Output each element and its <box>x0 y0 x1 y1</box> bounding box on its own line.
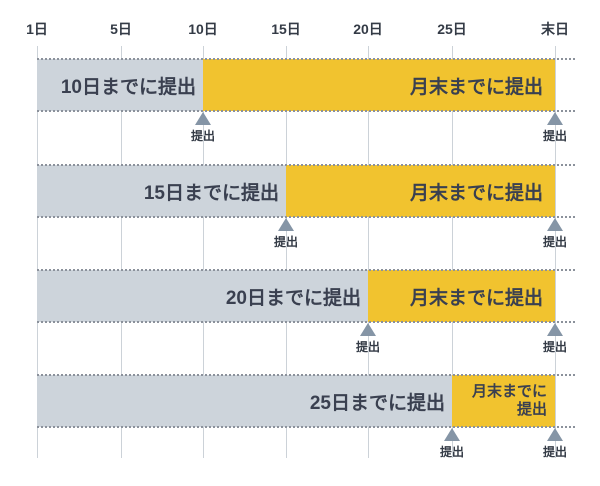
submit-marker-label: 提出 <box>542 129 567 143</box>
bar-top-dotted-line <box>37 269 575 271</box>
gridline-末日 <box>555 46 556 458</box>
submit-marker-label: 提出 <box>273 235 298 249</box>
submit-marker-label: 提出 <box>439 445 464 459</box>
submit-marker-label: 提出 <box>542 445 567 459</box>
bar-label-line: 月末までに提出 <box>409 287 543 309</box>
bar-segment-month-end: 月末までに提出 <box>452 375 555 427</box>
submit-arrow-icon <box>547 218 563 231</box>
submit-arrow-icon <box>195 112 211 125</box>
axis-tick-label: 15日 <box>271 21 301 37</box>
bar-label: 月末までに提出 <box>410 178 543 205</box>
axis-tick-label: 25日 <box>437 21 467 37</box>
bar-label: 月末までに提出 <box>410 72 543 99</box>
axis-tick-label: 20日 <box>353 21 383 37</box>
bar-label-line: 月末までに提出 <box>409 182 543 204</box>
submit-arrow-icon <box>278 218 294 231</box>
bar-label-line: 月末までに <box>471 383 547 400</box>
gridline-15日 <box>286 46 287 458</box>
bar-bottom-dotted-line <box>37 110 575 112</box>
gridline-1日 <box>37 46 38 458</box>
bar-label: 15日までに提出 <box>144 178 279 205</box>
submit-marker-label: 提出 <box>542 340 567 354</box>
bar-label-line: 20日までに提出 <box>225 287 361 309</box>
bar-label: 25日までに提出 <box>310 388 445 415</box>
bar-label: 10日までに提出 <box>61 72 196 99</box>
axis-tick-label: 10日 <box>188 21 218 37</box>
bar-top-dotted-line <box>37 58 575 60</box>
bar-segment-deadline: 25日までに提出 <box>37 375 452 427</box>
gridline-20日 <box>368 46 369 458</box>
submit-arrow-icon <box>547 112 563 125</box>
gridline-5日 <box>121 46 122 458</box>
bar-label-line: 月末までに提出 <box>409 76 543 98</box>
submit-marker-label: 提出 <box>355 340 380 354</box>
bar-bottom-dotted-line <box>37 216 575 218</box>
axis-tick-label: 末日 <box>541 21 569 37</box>
submit-marker-label: 提出 <box>542 235 567 249</box>
submit-arrow-icon <box>547 323 563 336</box>
bar-segment-deadline: 10日までに提出 <box>37 59 203 111</box>
bar-label-line: 25日までに提出 <box>309 392 445 414</box>
bar-segment-deadline: 20日までに提出 <box>37 270 368 322</box>
bar-segment-month-end: 月末までに提出 <box>368 270 555 322</box>
axis-tick-label: 5日 <box>110 21 132 37</box>
bar-label-line: 15日までに提出 <box>143 182 279 204</box>
bar-label: 月末までに提出 <box>410 283 543 310</box>
bar-bottom-dotted-line <box>37 321 575 323</box>
submit-arrow-icon <box>547 428 563 441</box>
axis-tick-label: 1日 <box>26 21 48 37</box>
bar-label: 月末までに提出 <box>472 383 547 419</box>
submit-marker-label: 提出 <box>190 129 215 143</box>
bar-label-line: 10日までに提出 <box>60 76 196 98</box>
bar-segment-month-end: 月末までに提出 <box>203 59 555 111</box>
gridline-25日 <box>452 46 453 458</box>
gridline-10日 <box>203 46 204 458</box>
bar-segment-deadline: 15日までに提出 <box>37 165 286 217</box>
bar-segment-month-end: 月末までに提出 <box>286 165 555 217</box>
bar-top-dotted-line <box>37 374 575 376</box>
bar-label-line: 提出 <box>516 401 547 418</box>
bar-top-dotted-line <box>37 164 575 166</box>
bar-bottom-dotted-line <box>37 426 575 428</box>
submit-arrow-icon <box>444 428 460 441</box>
submit-arrow-icon <box>360 323 376 336</box>
bar-label: 20日までに提出 <box>226 283 361 310</box>
